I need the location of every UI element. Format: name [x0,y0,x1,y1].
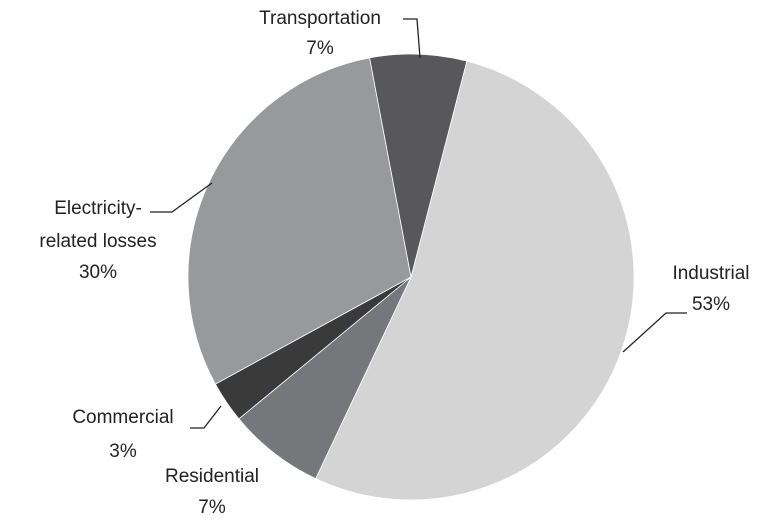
slice-label-line: related losses [39,231,156,252]
value-label: 3% [109,441,137,462]
value-label: 7% [306,38,334,59]
slice-label-line: Industrial [672,263,749,284]
slice-label: Transportation [259,8,381,29]
slice-label: Industrial [672,263,749,284]
slice-label-line: Residential [165,466,259,487]
value-label: 7% [198,497,226,518]
slice-label: Residential [165,466,259,487]
pie-slice [369,53,468,278]
slice-label-line: Commercial [72,407,173,428]
leader-line [403,18,421,59]
slice-label: Electricity-related losses [39,198,156,252]
slice-label-line: Transportation [259,8,381,29]
pie-slice [187,57,412,385]
slice-label: Commercial [72,407,173,428]
leader-line [150,182,213,213]
leader-line [622,312,687,353]
value-label: 30% [79,262,117,283]
value-label: 53% [692,294,730,315]
slice-label-line: Electricity- [54,198,142,219]
pie-slice [315,60,635,501]
leader-line [190,405,222,429]
